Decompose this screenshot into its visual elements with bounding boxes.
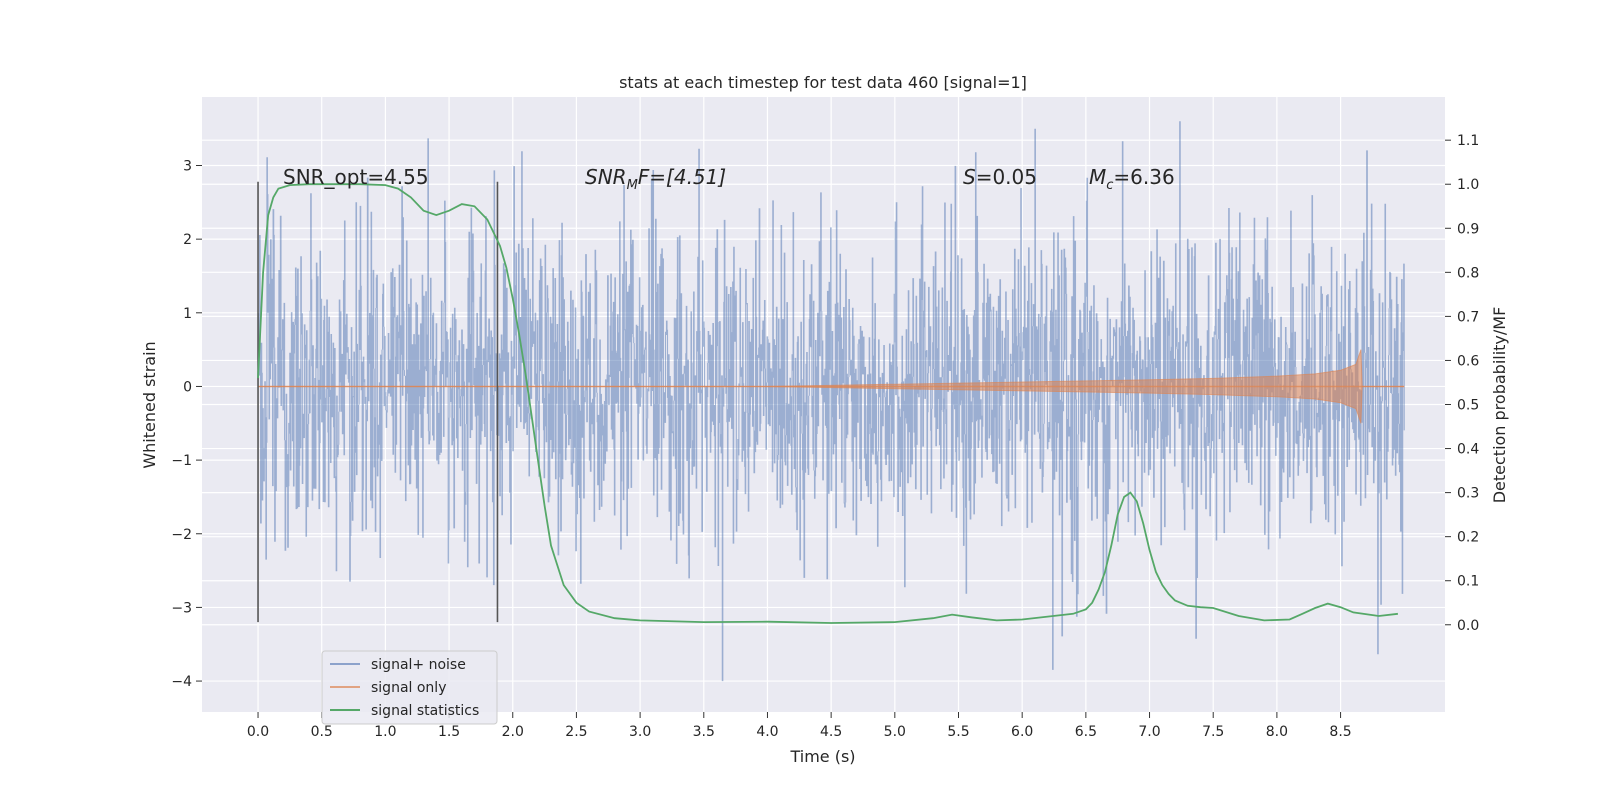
snr-opt-annotation: SNR_opt=4.55 bbox=[283, 165, 429, 189]
x-tick-label: 3.5 bbox=[693, 724, 715, 740]
x-tick-label: 2.5 bbox=[565, 724, 587, 740]
y-tick-label-left: −4 bbox=[171, 674, 192, 690]
left-y-axis-label: Whitened strain bbox=[140, 341, 159, 468]
signal-statistics-series bbox=[257, 183, 1399, 624]
y-tick-label-right: 1.1 bbox=[1457, 133, 1479, 149]
x-tick-label: 5.0 bbox=[884, 724, 906, 740]
y-tick-label-right: 0.6 bbox=[1457, 353, 1479, 369]
y-tick-label-right: 0.9 bbox=[1457, 221, 1479, 237]
y-tick-label-left: −3 bbox=[171, 600, 192, 616]
y-tick-label-right: 0.1 bbox=[1457, 574, 1479, 590]
x-tick-label: 2.0 bbox=[502, 724, 524, 740]
x-tick-label: 6.0 bbox=[1011, 724, 1033, 740]
x-tick-label: 4.0 bbox=[756, 724, 778, 740]
x-tick-label: 6.5 bbox=[1075, 724, 1097, 740]
y-tick-label-left: 3 bbox=[183, 158, 192, 174]
y-tick-label-left: −1 bbox=[171, 453, 192, 469]
chart-title: stats at each timestep for test data 460… bbox=[619, 73, 1027, 92]
y-tick-label-right: 0.5 bbox=[1457, 398, 1479, 414]
y-tick-label-right: 0.3 bbox=[1457, 486, 1479, 502]
legend: signal+ noise signal only signal statist… bbox=[321, 650, 498, 725]
s-annotation: S=0.05 bbox=[963, 165, 1037, 189]
mc-annotation: Mc=6.36 bbox=[1089, 165, 1175, 193]
right-y-axis-label: Detection probability/MF bbox=[1490, 307, 1509, 504]
x-tick-label: 5.5 bbox=[947, 724, 969, 740]
y-tick-label-left: −2 bbox=[171, 527, 192, 543]
x-tick-label: 1.0 bbox=[374, 724, 396, 740]
x-tick-label: 3.0 bbox=[629, 724, 651, 740]
x-tick-label: 8.0 bbox=[1266, 724, 1288, 740]
y-tick-label-left: 1 bbox=[183, 306, 192, 322]
x-tick-label: 0.5 bbox=[311, 724, 333, 740]
y-tick-label-right: 0.4 bbox=[1457, 442, 1479, 458]
legend-label-signal-statistics: signal statistics bbox=[371, 703, 479, 719]
y-tick-label-right: 0.0 bbox=[1457, 618, 1479, 634]
x-tick-label: 7.0 bbox=[1138, 724, 1160, 740]
x-axis-label: Time (s) bbox=[789, 747, 855, 766]
snr-mf-annotation: SNRMF=[4.51] bbox=[585, 165, 726, 193]
left-y-axis-ticks: 3 2 1 0 −1 −2 −3 −4 bbox=[171, 158, 202, 690]
x-tick-label: 8.5 bbox=[1329, 724, 1351, 740]
x-axis-ticks: 0.0 0.5 1.0 1.5 2.0 2.5 3.0 3.5 4.0 4.5 5.0 5.5 6.0 6… bbox=[247, 712, 1352, 740]
legend-box bbox=[321, 650, 498, 725]
y-tick-label-right: 0.7 bbox=[1457, 309, 1479, 325]
x-tick-label: 7.5 bbox=[1202, 724, 1224, 740]
right-y-axis-ticks: 1.1 1.0 0.9 0.8 0.7 0.6 0.5 0.4 0.3 0.2 0.1 0.0 bbox=[1445, 133, 1479, 634]
x-tick-label: 4.5 bbox=[820, 724, 842, 740]
y-tick-label-right: 1.0 bbox=[1457, 177, 1479, 193]
legend-label-signal-noise: signal+ noise bbox=[371, 657, 466, 673]
y-tick-label-right: 0.2 bbox=[1457, 530, 1479, 546]
x-tick-label: 0.0 bbox=[247, 724, 269, 740]
y-tick-label-right: 0.8 bbox=[1457, 265, 1479, 281]
x-tick-label: 1.5 bbox=[438, 724, 460, 740]
y-tick-label-left: 0 bbox=[183, 379, 192, 395]
legend-label-signal-only: signal only bbox=[371, 680, 446, 696]
y-tick-label-left: 2 bbox=[183, 232, 192, 248]
vertical-markers bbox=[257, 181, 499, 623]
